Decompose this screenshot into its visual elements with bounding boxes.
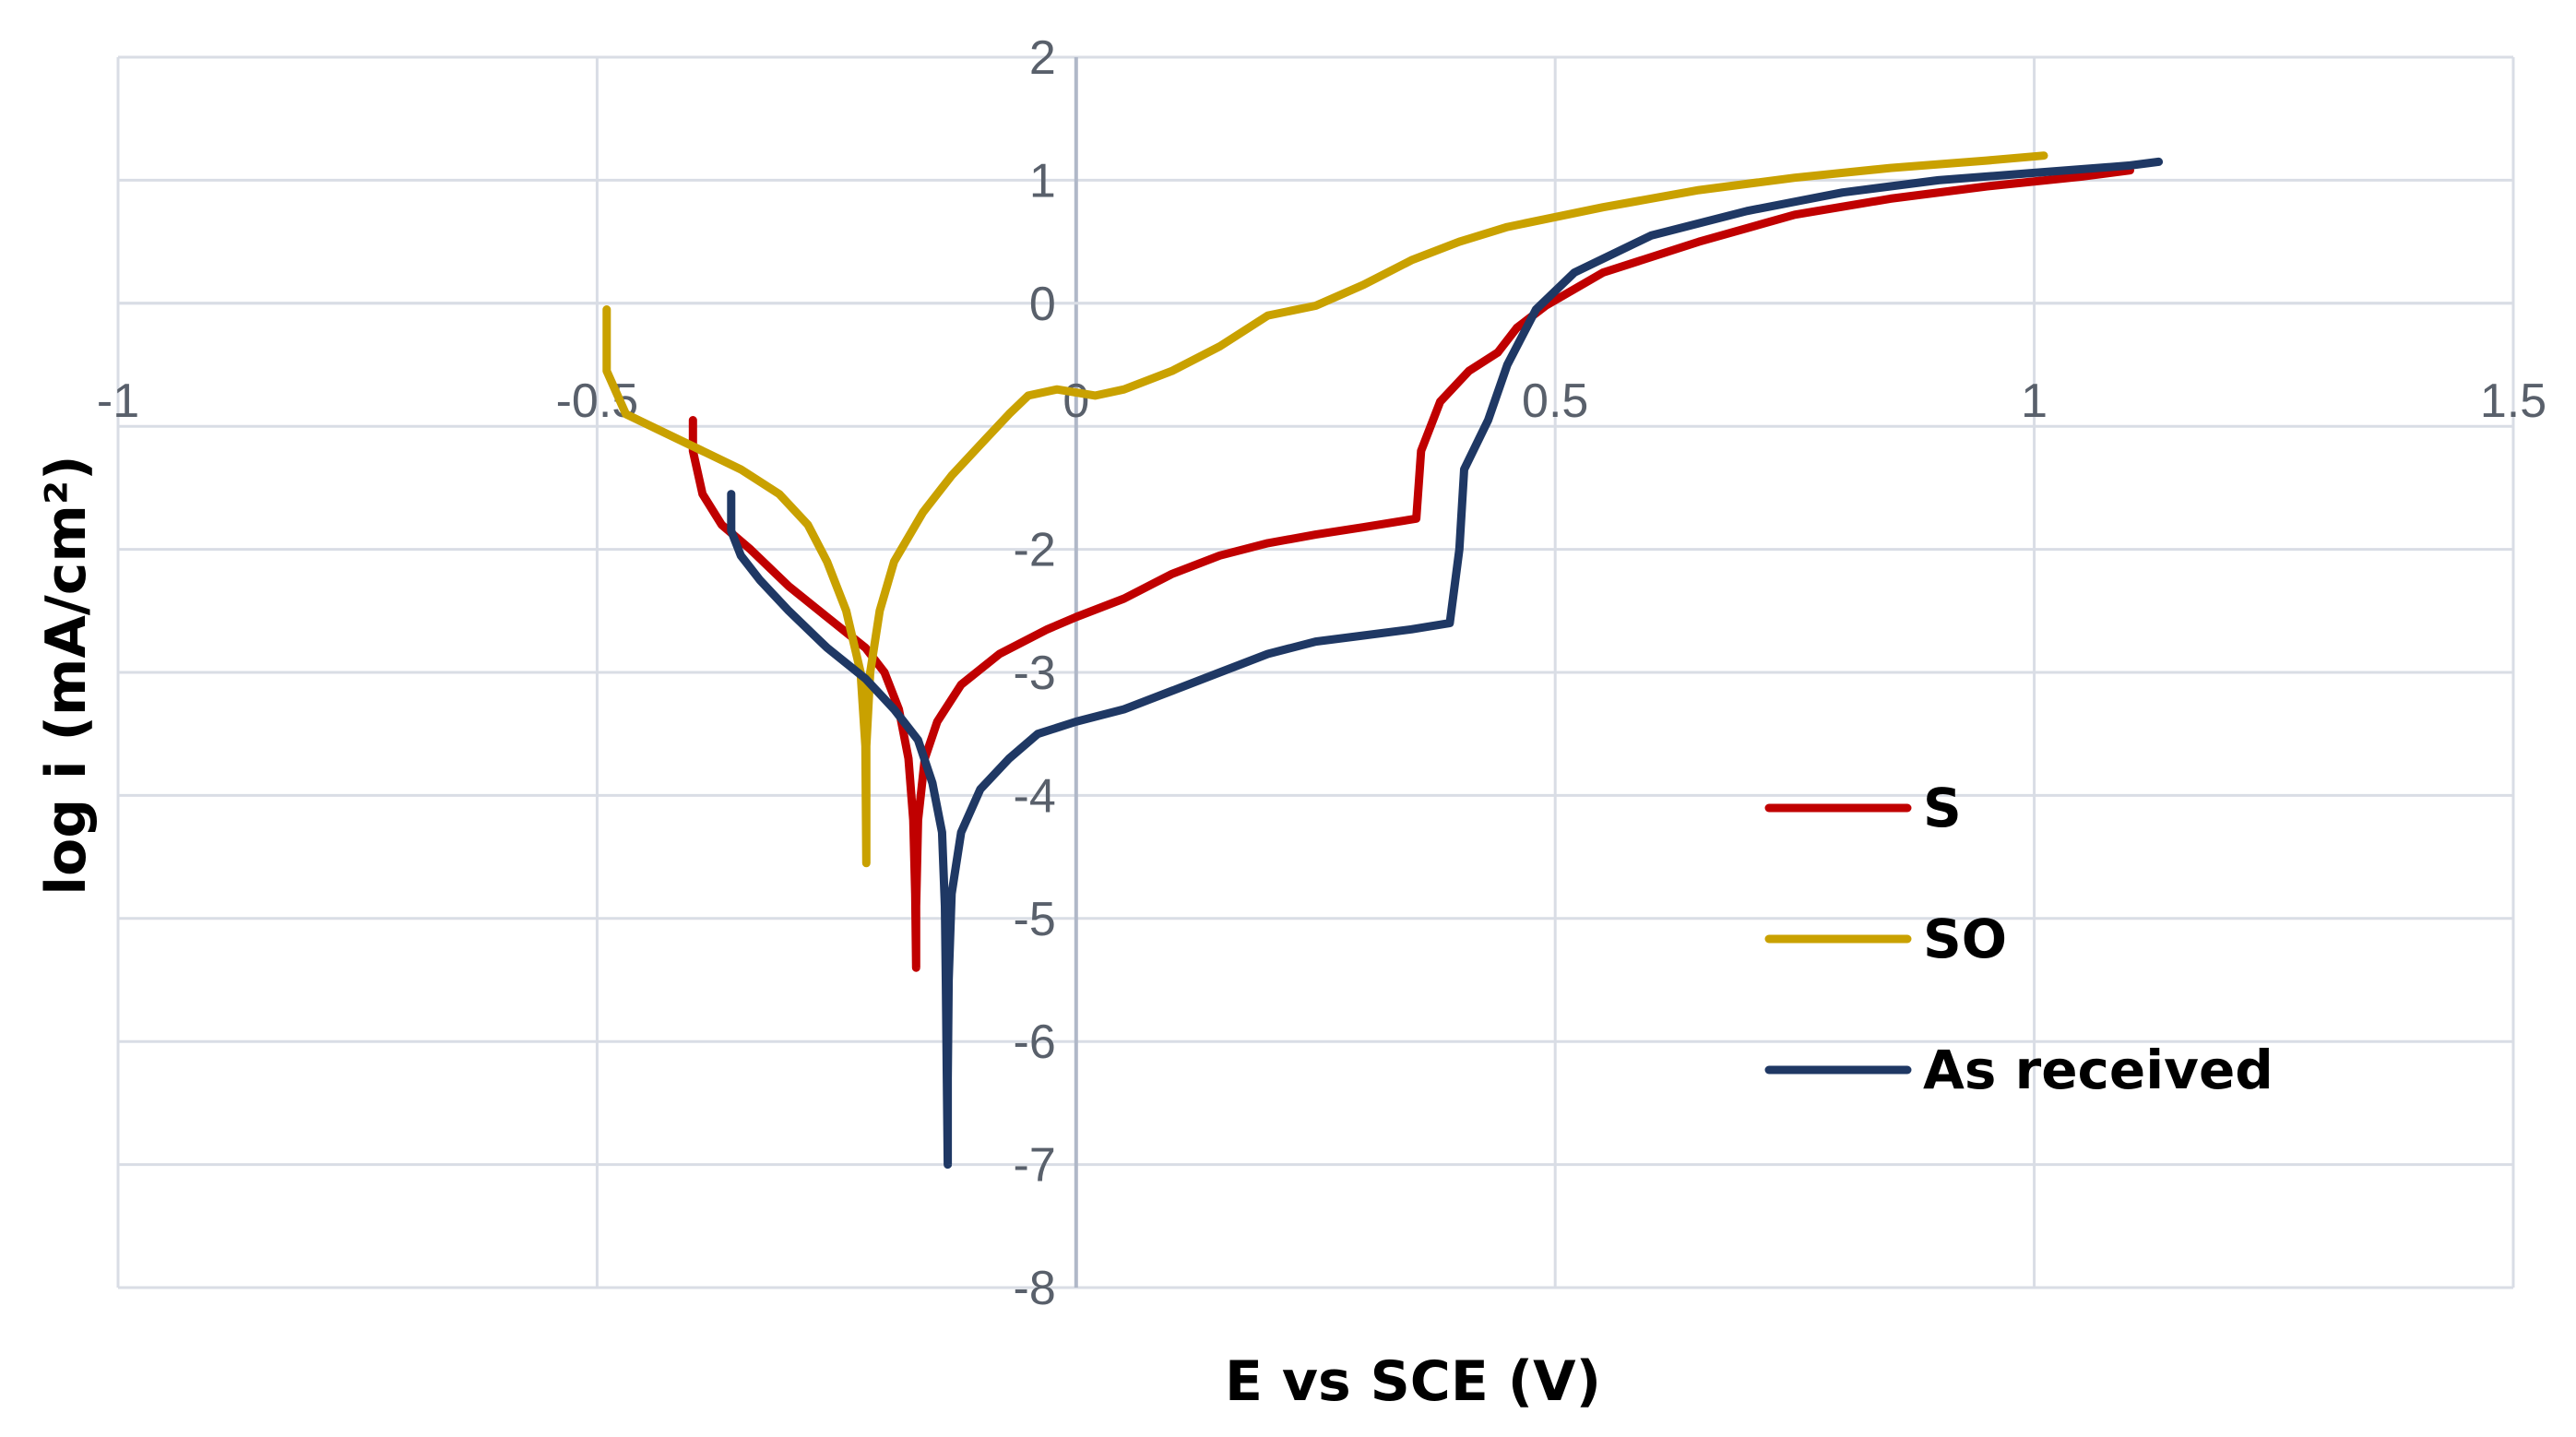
x-tick-label-2: 0 [1062, 374, 1089, 428]
y-tick-label-0: 2 [1029, 31, 1056, 85]
series-line-so [602, 151, 2048, 868]
y-tick-label-4: -2 [1014, 524, 1056, 577]
x-tick-label-3: 0.5 [1522, 374, 1588, 428]
legend-label-so: SO [1923, 908, 2007, 970]
x-axis-title: E vs SCE (V) [1225, 1349, 1601, 1414]
series-line-s [688, 166, 2134, 972]
x-tick-label-1: -0.5 [556, 374, 639, 428]
x-tick-labels: -1 -0.5 0 0.5 1 1.5 [97, 374, 2546, 428]
y-tick-label-1: 1 [1029, 154, 1056, 208]
x-tick-label-0: -1 [97, 374, 139, 428]
x-tick-label-5: 1.5 [2480, 374, 2546, 428]
y-tick-labels: 2 1 0 -2 -3 -4 -5 -6 -7 -8 [1014, 31, 1056, 1315]
y-tick-label-10: -8 [1014, 1262, 1056, 1315]
data-series [602, 151, 2164, 1170]
y-tick-label-8: -6 [1014, 1015, 1056, 1069]
x-tick-label-4: 1 [2021, 374, 2048, 428]
gridlines [116, 55, 2515, 1289]
y-axis-title: log i (mA/cm²) [34, 455, 99, 895]
y-tick-label-6: -4 [1014, 769, 1056, 823]
legend: S SO As received [1764, 777, 2273, 1101]
y-tick-label-9: -7 [1014, 1139, 1056, 1193]
y-tick-label-7: -5 [1014, 893, 1056, 946]
legend-label-s: S [1923, 777, 1962, 839]
y-tick-label-5: -3 [1014, 647, 1056, 700]
series-line-as-received [727, 157, 2164, 1170]
y-tick-label-2: 0 [1029, 278, 1056, 331]
legend-label-as-received: As received [1923, 1039, 2273, 1101]
